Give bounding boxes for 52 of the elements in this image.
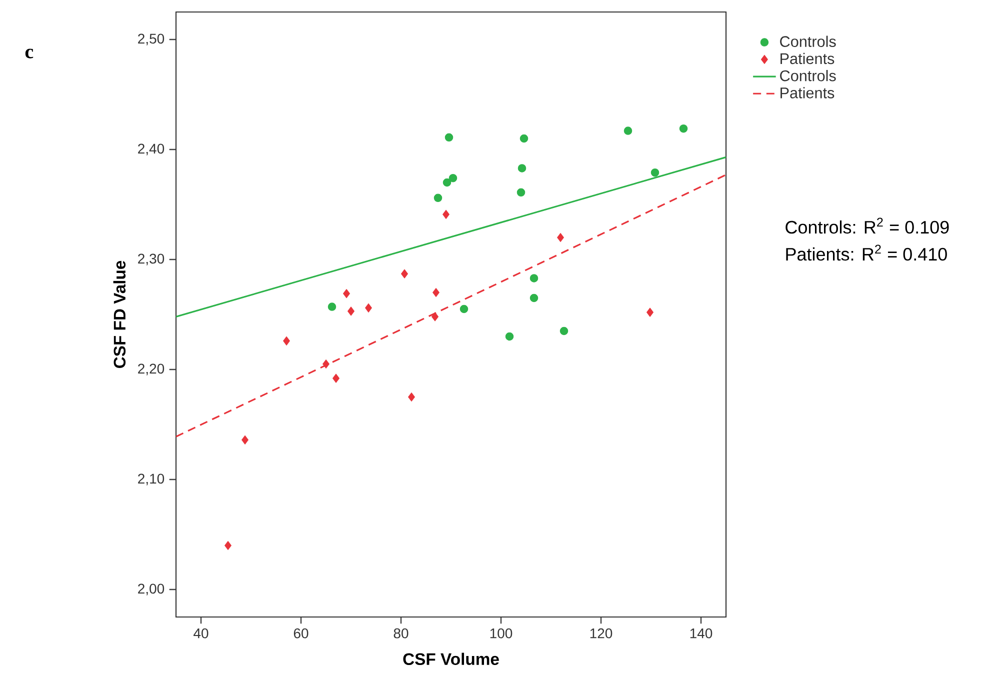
x-tick-label: 140	[690, 628, 712, 638]
point	[343, 289, 350, 298]
y-axis-title: CSF FD Value	[113, 260, 126, 368]
point	[322, 359, 330, 369]
point	[242, 435, 248, 444]
y-tick-label: 2,30	[138, 254, 164, 266]
point	[530, 274, 538, 282]
point	[518, 164, 526, 172]
legend-label: Controls	[780, 70, 836, 82]
point	[448, 174, 458, 182]
point	[432, 288, 440, 298]
y-tick-label: 2,00	[138, 584, 164, 596]
point	[646, 308, 654, 317]
x-tick-label: 40	[194, 628, 208, 638]
text: Patients: R$^{2}$ = 0.410	[786, 244, 947, 261]
legend-label: Controls	[780, 36, 836, 48]
point	[332, 374, 340, 383]
y-tick-label: 2,10	[138, 474, 164, 486]
legend-label: Patients	[780, 52, 834, 64]
point	[328, 302, 336, 311]
point	[624, 126, 632, 135]
x-tick-label: 120	[590, 628, 612, 638]
point	[283, 336, 290, 346]
point	[401, 269, 408, 278]
x-tick-label: 80	[394, 628, 408, 638]
point	[442, 178, 452, 187]
x-axis-title: CSF Volume	[403, 652, 499, 666]
point	[442, 210, 450, 219]
y-tick-label: 2,50	[138, 34, 164, 46]
point	[505, 332, 514, 341]
point	[650, 168, 660, 177]
point	[432, 312, 438, 322]
point	[530, 294, 538, 302]
text: c	[25, 48, 34, 58]
point	[444, 133, 454, 142]
point	[460, 304, 468, 314]
point	[557, 232, 564, 242]
point	[434, 194, 442, 202]
point	[408, 392, 415, 402]
text: Controls: R$^{2}$ = 0.109	[786, 218, 949, 234]
legend-label: Patients	[780, 87, 834, 98]
point	[516, 188, 526, 197]
point	[560, 326, 568, 336]
point	[520, 134, 528, 143]
x-tick-label: 100	[490, 628, 512, 638]
x-tick-label: 60	[294, 628, 308, 638]
point	[679, 124, 688, 133]
point	[348, 306, 354, 316]
point	[224, 540, 232, 550]
point	[365, 303, 372, 312]
y-tick-label: 2,40	[138, 144, 164, 156]
y-tick-label: 2,20	[138, 364, 164, 376]
